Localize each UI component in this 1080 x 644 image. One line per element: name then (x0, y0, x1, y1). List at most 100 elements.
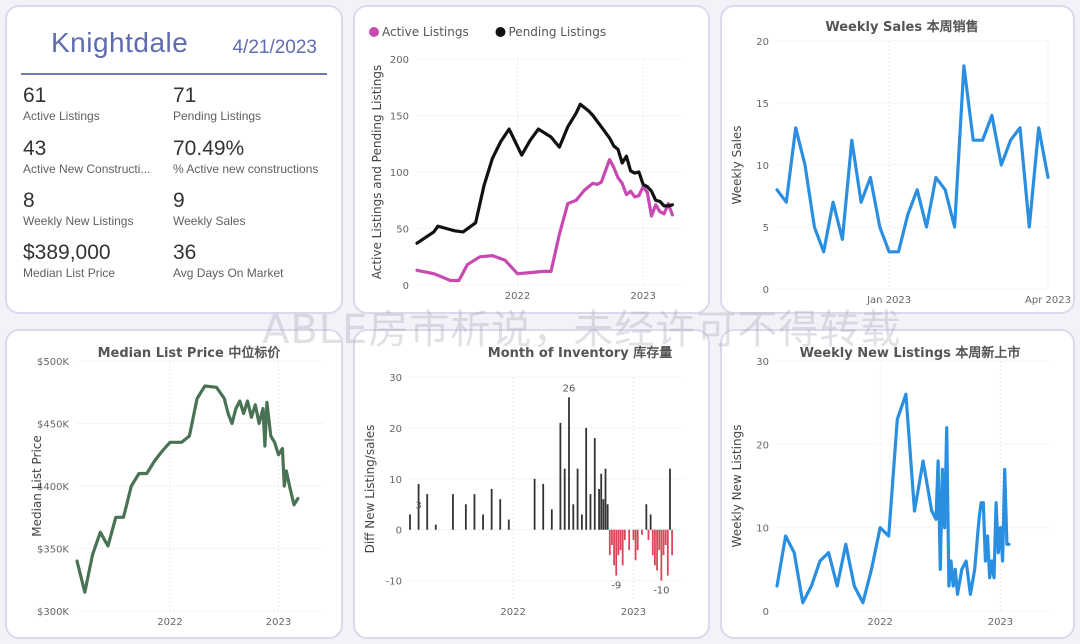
bar (654, 529, 656, 566)
bar (656, 529, 658, 571)
y-tick-label: 0 (763, 607, 769, 618)
month-of-inventory-chart: Month of Inventory 库存量 -10 0 10 20 30 2022 2023… (363, 345, 685, 618)
data-label: 3 (415, 500, 421, 511)
bar (671, 529, 674, 556)
bar (542, 483, 545, 530)
kpi-label: Weekly New Listings (23, 214, 134, 228)
y-axis-label: Weekly New Listings (730, 425, 744, 548)
y-tick-label: 10 (756, 524, 769, 535)
bar (602, 499, 605, 530)
bar (572, 504, 575, 530)
bar (563, 468, 566, 530)
kpi-label: % Active new constructions (173, 162, 319, 176)
bar (568, 397, 570, 530)
y-tick-label: $400K (37, 482, 69, 493)
bar (533, 478, 536, 530)
bar (669, 468, 671, 530)
legend-marker (369, 27, 379, 37)
kpi-label: Pending Listings (173, 109, 262, 123)
kpi-pending-listings: 71 Pending Listings (173, 84, 328, 124)
bar (649, 514, 652, 530)
kpi-value: 61 (23, 84, 47, 107)
y-tick-label: 20 (389, 424, 402, 435)
weekly-new-listings-chart: Weekly New Listings 本周新上市 0 10 20 30 2022 2023… (730, 345, 1052, 628)
x-tick-label: 2023 (266, 617, 291, 628)
y-axis-label: Median List Price (30, 435, 44, 537)
weekly-sales-chart: Weekly Sales 本周销售 0 5 10 15 20 Jan 2023 Apr 202… (730, 19, 1071, 306)
bar (490, 489, 493, 530)
bar (619, 529, 622, 551)
y-axis-label: Active Listings and Pending Listings (370, 65, 384, 280)
kpi-value: 8 (23, 189, 35, 212)
data-label: -10 (653, 586, 669, 597)
kpi-label: Weekly Sales (173, 214, 246, 228)
bar (426, 494, 429, 530)
y-tick-label: 0 (763, 285, 769, 296)
bar (645, 504, 648, 530)
x-tick-label: 2022 (157, 617, 182, 628)
y-tick-label: 10 (756, 161, 769, 172)
bar (628, 529, 631, 551)
kpi-value: 71 (173, 84, 197, 107)
kpi-label: Median List Price (23, 266, 116, 280)
bar (593, 438, 596, 530)
kpi-card: Knightdale 4/21/2023 61 Active Listings … (5, 5, 343, 314)
bar (664, 529, 667, 545)
data-label: -9 (611, 581, 621, 592)
bar (621, 529, 624, 566)
bar (666, 529, 669, 576)
series-line (415, 102, 674, 245)
bar (662, 529, 665, 556)
series-line (75, 384, 300, 594)
kpi-label: Active New Constructi... (23, 162, 151, 176)
chart-title: Month of Inventory 库存量 (488, 345, 672, 361)
bar (606, 504, 609, 530)
bar (617, 529, 620, 556)
kpi-avg-days-on-market: 36 Avg Days On Market (173, 241, 328, 281)
x-tick-label: 2022 (505, 291, 530, 302)
chart-title: Weekly Sales 本周销售 (825, 19, 978, 35)
month-of-inventory-chart-panel: Month of Inventory 库存量 -10 0 10 20 30 2022 2023… (353, 329, 710, 639)
bar (641, 529, 643, 535)
report-date: 4/21/2023 (232, 37, 317, 58)
chart-title: Median List Price 中位标价 (98, 345, 282, 361)
legend-marker (495, 27, 506, 37)
kpi-value: 36 (173, 241, 197, 264)
y-tick-label: $300K (37, 607, 69, 618)
bar (417, 483, 420, 530)
chart-title: Weekly New Listings 本周新上市 (800, 345, 1021, 361)
bar (585, 427, 588, 530)
legend-label: Pending Listings (509, 25, 607, 39)
x-tick-label: Jan 2023 (866, 295, 911, 306)
kpi-label: Avg Days On Market (173, 266, 284, 280)
bar (658, 529, 661, 551)
kpi-median-list-price: $389,000 Median List Price (23, 241, 178, 281)
kpi-active-listings: 61 Active Listings (23, 84, 178, 124)
listings-chart: Active Listings Pending Listings 0 50 100 150… (369, 25, 685, 302)
y-tick-label: 0 (396, 526, 402, 537)
bar (613, 529, 616, 566)
bar (632, 529, 635, 540)
kpi-value: 43 (23, 137, 47, 160)
bar (482, 514, 484, 530)
y-tick-label: 150 (390, 112, 409, 123)
bar (634, 529, 637, 561)
y-tick-label: 5 (763, 223, 769, 234)
y-tick-label: -10 (386, 577, 402, 588)
weekly-sales-chart-panel: Weekly Sales 本周销售 0 5 10 15 20 Jan 2023 Apr 202… (720, 5, 1075, 314)
y-tick-label: 100 (390, 168, 409, 179)
legend-label: Active Listings (382, 25, 469, 39)
x-tick-label: Apr 2023 (1025, 295, 1071, 306)
data-label: 26 (563, 383, 576, 394)
y-tick-label: 200 (390, 55, 409, 66)
bar (651, 529, 654, 556)
y-tick-label: 10 (389, 475, 402, 486)
city-title: Knightdale (51, 27, 189, 58)
kpi-weekly-sales: 9 Weekly Sales (173, 189, 328, 229)
bar (598, 489, 600, 530)
series-line (775, 64, 1050, 254)
median-list-price-chart-panel: Median List Price 中位标价 $300K $350K $400K $45… (5, 329, 343, 639)
bar (550, 509, 553, 530)
x-tick-label: 2022 (500, 607, 525, 618)
y-tick-label: $350K (37, 545, 69, 556)
